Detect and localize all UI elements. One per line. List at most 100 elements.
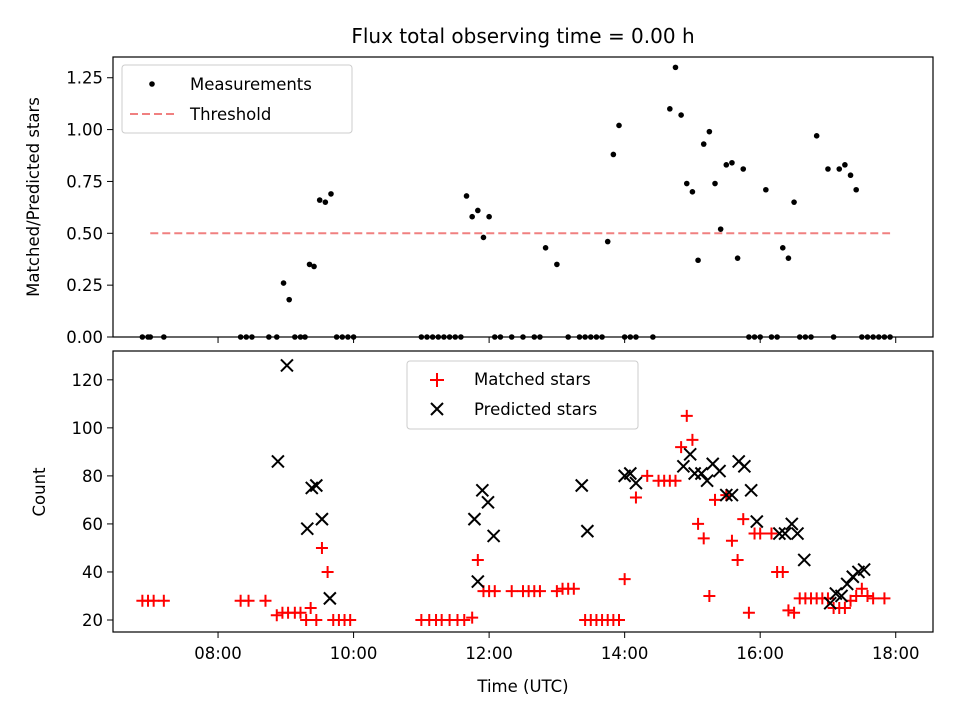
matched-point [567, 582, 580, 595]
matched-point [737, 513, 750, 526]
predicted-point [785, 517, 799, 531]
predicted-point [467, 512, 482, 526]
matched-point [686, 433, 699, 446]
measurement-point [729, 159, 735, 166]
matched-point [754, 527, 767, 540]
predicted-point [772, 526, 787, 541]
measurement-point [306, 261, 313, 268]
measurement-point [791, 199, 797, 205]
y-tick-label: 120 [72, 371, 104, 390]
predicted-point [271, 454, 285, 469]
y-tick-label: 20 [82, 611, 103, 630]
measurement-point [328, 191, 334, 197]
measurement-point [734, 255, 741, 261]
measurement-point [542, 245, 549, 251]
matched-point [675, 441, 688, 454]
measurement-point [740, 166, 747, 172]
measurement-point [689, 189, 696, 195]
matched-point [242, 594, 255, 607]
predicted-point [575, 478, 589, 493]
y-tick-label: 100 [72, 419, 104, 438]
matched-point [458, 613, 471, 626]
matched-point [861, 589, 874, 602]
matched-point [765, 527, 778, 540]
measurement-point [785, 255, 792, 261]
measurement-point [469, 213, 475, 220]
measurement-point [486, 213, 492, 220]
matched-point [488, 585, 501, 598]
measurement-point [475, 207, 481, 214]
predicted-point [683, 447, 697, 461]
matched-point [310, 613, 323, 626]
y-tick-label: 1.00 [66, 121, 103, 140]
top-plot-x-axis [217, 337, 897, 343]
legend-label-predicted: Predicted stars [474, 400, 597, 419]
matched-point [321, 565, 334, 578]
matched-point [270, 609, 283, 622]
predicted-point [725, 488, 739, 502]
predicted-point [719, 488, 734, 502]
matched-point [315, 541, 328, 554]
predicted-point [481, 495, 495, 510]
matched-point [550, 585, 563, 598]
top-plot-ylabel: Matched/Predicted stars [24, 97, 43, 297]
matched-point [259, 594, 272, 607]
predicted-point [475, 483, 490, 498]
bottom-legend-box [406, 360, 639, 430]
predicted-point [834, 589, 849, 603]
measurement-point [604, 238, 611, 245]
matched-point [466, 611, 479, 624]
predicted-point [300, 522, 314, 536]
matched-point [697, 532, 710, 545]
matched-point [731, 553, 744, 566]
bottom-plot-ylabel: Count [30, 467, 49, 517]
measurement-point [723, 162, 730, 168]
matched-point [300, 613, 313, 626]
measurement-point [842, 162, 848, 168]
measurement-point [700, 141, 707, 147]
matched-point [850, 589, 863, 602]
matched-point [742, 606, 755, 619]
x-tick-label: 12:00 [465, 644, 513, 663]
predicted-point [712, 464, 727, 478]
measurement-point [678, 112, 684, 118]
predicted-point [486, 529, 501, 543]
measurement-point [286, 296, 292, 303]
x-tick-label: 14:00 [601, 644, 649, 663]
top-legend-box [121, 64, 353, 134]
measurement-point [322, 199, 329, 205]
predicted-point [629, 476, 643, 490]
measurement-point [825, 166, 831, 172]
matched-point [788, 606, 801, 619]
y-tick-label: 0.25 [66, 276, 103, 295]
measurement-point [813, 133, 820, 139]
matched-point [703, 589, 716, 602]
predicted-point [580, 524, 595, 538]
legend-label-measurements: Measurements [190, 75, 312, 94]
predicted-point [750, 514, 764, 529]
legend-marker-measurements [149, 81, 155, 87]
predicted-point [687, 466, 702, 481]
measurement-point [853, 186, 859, 193]
matched-point [618, 573, 631, 586]
bottom-plot-frame [112, 350, 934, 633]
predicted-point [315, 512, 329, 526]
matched-point [855, 582, 868, 595]
matched-point [692, 517, 705, 530]
bottom-legend: Matched stars Predicted stars [406, 360, 639, 430]
matched-point [533, 585, 546, 598]
measurement-point [480, 234, 487, 241]
top-plot-y-axis: 0.00 0.25 0.50 0.75 1.00 1.25 [66, 69, 113, 347]
measurement-point [779, 245, 786, 251]
measurement-point [836, 166, 843, 172]
y-tick-label: 40 [82, 563, 103, 582]
matched-point [344, 613, 357, 626]
matched-point [157, 594, 170, 607]
predicted-point [737, 459, 752, 473]
predicted-point [676, 459, 691, 473]
matched-point [641, 469, 654, 482]
measurement-point [712, 180, 718, 187]
y-tick-label: 80 [82, 467, 103, 486]
y-tick-label: 1.25 [66, 69, 103, 88]
